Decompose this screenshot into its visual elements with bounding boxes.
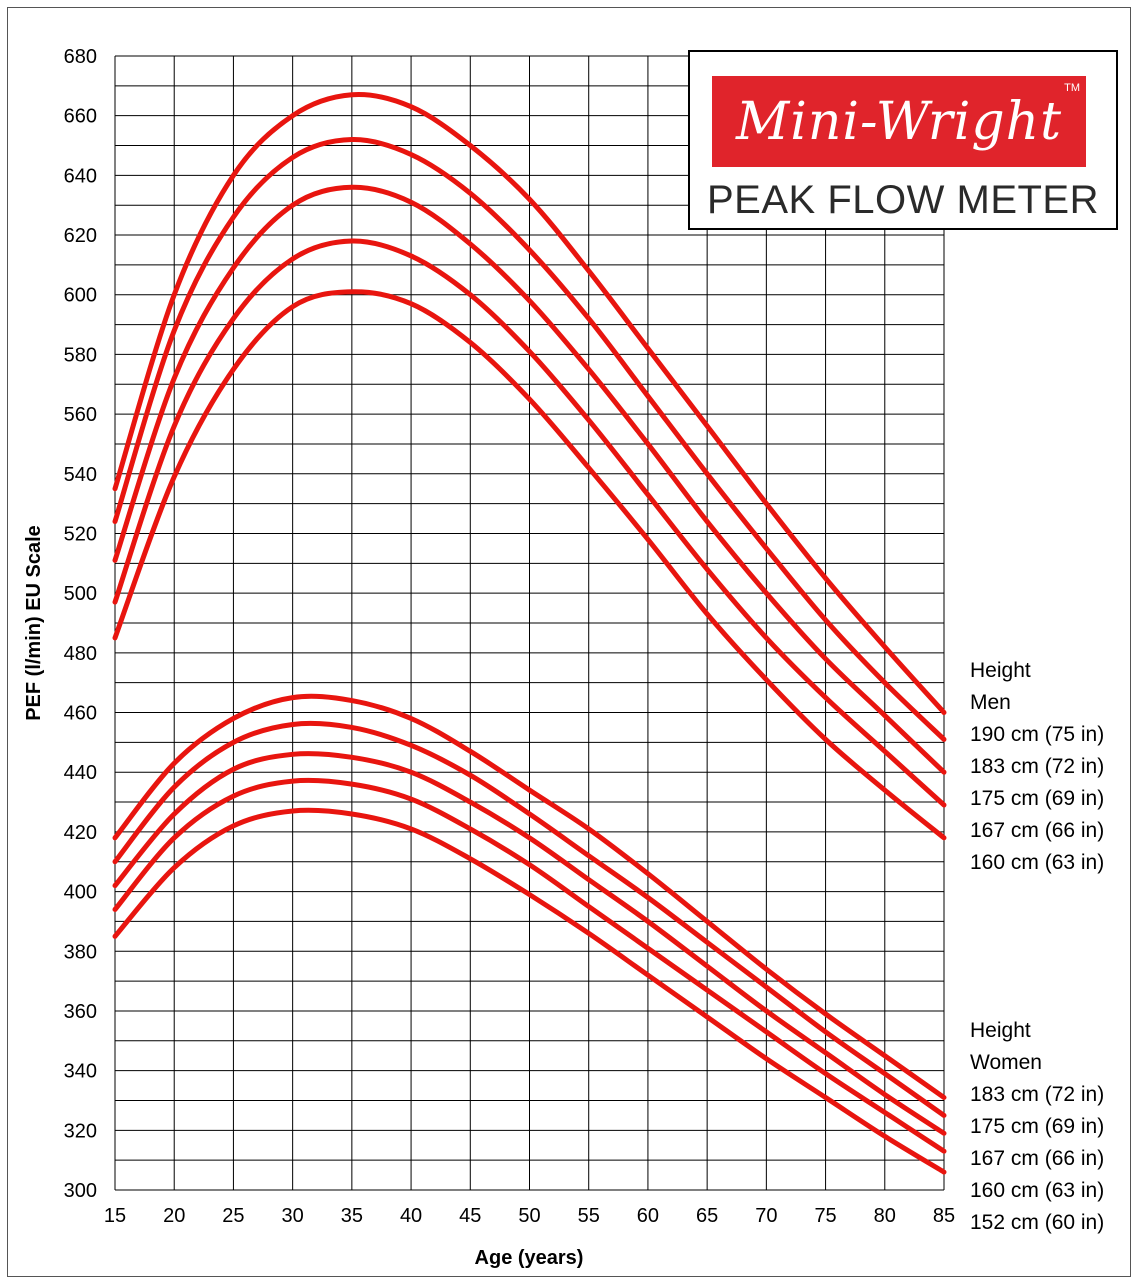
series-line-men <box>112 184 947 775</box>
legend-men-entry: 160 cm (63 in) <box>970 851 1104 874</box>
y-tick-label: 640 <box>64 165 97 187</box>
y-tick-label: 440 <box>64 762 97 784</box>
y-tick-label: 500 <box>64 583 97 605</box>
legend-women: Height Women 183 cm (72 in) 175 cm (69 i… <box>970 1019 1104 1234</box>
y-tick-label: 420 <box>64 822 97 844</box>
x-tick-label: 35 <box>341 1205 363 1227</box>
legend-women-entry: 152 cm (60 in) <box>970 1211 1104 1234</box>
legend-women-entry: 175 cm (69 in) <box>970 1115 1104 1138</box>
legend-men-entry: 167 cm (66 in) <box>970 819 1104 842</box>
x-tick-label: 85 <box>933 1205 955 1227</box>
legend-women-entry: 167 cm (66 in) <box>970 1147 1104 1170</box>
logo-banner: Mini-Wright TM <box>712 76 1086 167</box>
y-tick-label: 480 <box>64 643 97 665</box>
curves-layer <box>112 92 947 1175</box>
legend-women-heading-1: Height <box>970 1019 1031 1042</box>
logo-trademark: TM <box>1064 82 1080 94</box>
y-axis-label: PEF (l/min) EU Scale <box>23 525 45 721</box>
y-tick-label: 460 <box>64 703 97 725</box>
x-axis-label: Age (years) <box>475 1247 584 1269</box>
x-tick-label: 70 <box>755 1205 777 1227</box>
legend-men-entry: 175 cm (69 in) <box>970 787 1104 810</box>
x-tick-label: 45 <box>459 1205 481 1227</box>
y-tick-label: 560 <box>64 404 97 426</box>
y-tick-label: 380 <box>64 941 97 963</box>
y-tick-label: 620 <box>64 225 97 247</box>
y-tick-label: 300 <box>64 1180 97 1202</box>
y-tick-label: 360 <box>64 1001 97 1023</box>
series-line-women <box>112 777 947 1154</box>
y-tick-label: 680 <box>64 46 97 68</box>
series-line-men <box>112 137 947 742</box>
x-tick-label: 50 <box>518 1205 540 1227</box>
x-tick-label: 80 <box>874 1205 896 1227</box>
y-tick-label: 340 <box>64 1061 97 1083</box>
x-tick-label: 30 <box>282 1205 304 1227</box>
legend-men-entry: 183 cm (72 in) <box>970 755 1104 778</box>
legend-women-entry: 160 cm (63 in) <box>970 1179 1104 1202</box>
y-tick-label: 320 <box>64 1120 97 1142</box>
legend-men-heading-2: Men <box>970 691 1011 714</box>
legend-women-heading-2: Women <box>970 1051 1042 1074</box>
y-tick-label: 660 <box>64 106 97 128</box>
x-tick-label: 65 <box>696 1205 718 1227</box>
series-line-women <box>112 807 947 1175</box>
series-line-women <box>112 693 947 1100</box>
x-tick-label: 40 <box>400 1205 422 1227</box>
series-line-men <box>112 92 947 716</box>
x-tick-label: 75 <box>814 1205 836 1227</box>
y-tick-label: 520 <box>64 523 97 545</box>
series-line-women <box>112 751 947 1136</box>
y-tick-label: 600 <box>64 285 97 307</box>
x-tick-label: 20 <box>163 1205 185 1227</box>
chart-frame <box>7 7 1131 1277</box>
y-tick-label: 540 <box>64 464 97 486</box>
series-line-men <box>112 289 947 841</box>
x-tick-label: 15 <box>104 1205 126 1227</box>
x-tick-label: 55 <box>578 1205 600 1227</box>
legend-men-entry: 190 cm (75 in) <box>970 723 1104 746</box>
x-tick-label: 60 <box>637 1205 659 1227</box>
series-line-men <box>112 238 947 808</box>
y-tick-labels: 300 320 340 360 380 400 420 440 460 480 500 520 540 5… <box>64 46 97 1202</box>
logo-brand-text: Mini-Wright <box>736 91 1062 152</box>
legend-women-entry: 183 cm (72 in) <box>970 1083 1104 1106</box>
x-tick-labels: 15 20 25 30 35 40 45 50 55 60 65 70 75 80 85 <box>104 1205 955 1227</box>
mini-wright-logo: Mini-Wright TM PEAK FLOW METER <box>688 50 1118 230</box>
y-tick-label: 580 <box>64 344 97 366</box>
legend-men-heading-1: Height <box>970 659 1031 682</box>
legend-men: Height Men 190 cm (75 in) 183 cm (72 in)… <box>970 659 1104 874</box>
x-tick-label: 25 <box>222 1205 244 1227</box>
series-line-women <box>112 720 947 1118</box>
logo-subtitle: PEAK FLOW METER <box>707 178 1099 222</box>
y-tick-label: 400 <box>64 882 97 904</box>
